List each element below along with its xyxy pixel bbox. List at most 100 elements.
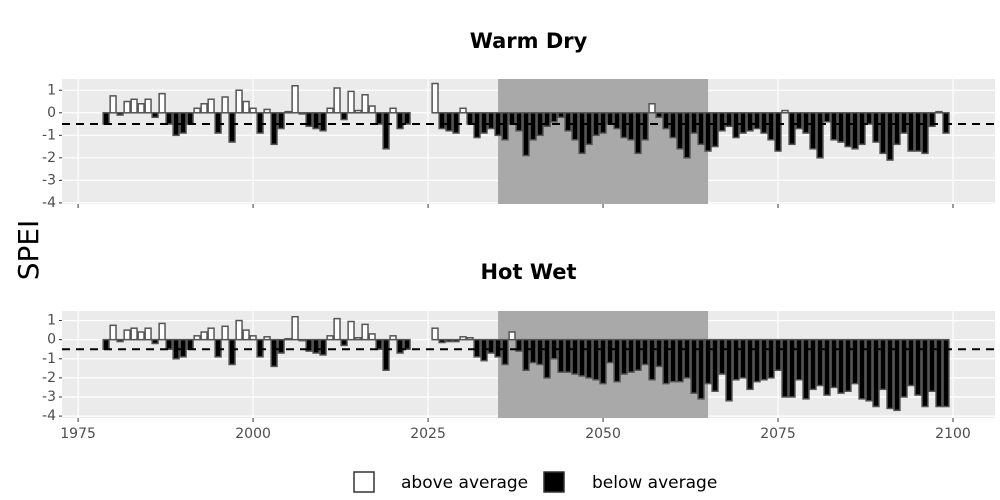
bar <box>326 335 334 341</box>
panel-title: Hot Wet <box>480 260 576 284</box>
bar <box>144 327 152 341</box>
bar <box>627 338 635 373</box>
bar <box>487 338 495 354</box>
bar <box>872 338 880 408</box>
bar <box>445 338 453 343</box>
bar <box>508 112 516 125</box>
y-tick-label: -4 <box>42 408 56 424</box>
bar <box>662 338 670 385</box>
bar <box>298 338 306 342</box>
bar <box>403 338 411 350</box>
bar <box>263 336 271 341</box>
bar <box>732 338 740 381</box>
bar <box>221 325 229 341</box>
bar <box>564 338 572 373</box>
bar <box>130 327 138 341</box>
bar <box>235 319 243 341</box>
legend-label: above average <box>401 473 528 493</box>
bar <box>508 331 516 341</box>
bar <box>375 112 383 125</box>
bar <box>431 327 439 341</box>
y-axis-label: SPEI <box>12 220 45 281</box>
y-tick-label: -2 <box>42 150 56 166</box>
bar <box>760 338 768 381</box>
legend-swatch <box>353 471 375 493</box>
bar <box>347 320 355 341</box>
bar <box>809 112 817 150</box>
bar <box>193 107 201 114</box>
bar <box>361 94 369 114</box>
bar <box>711 338 719 392</box>
panel-title: Warm Dry <box>470 29 588 53</box>
y-tick-label: 1 <box>47 313 56 329</box>
bar <box>431 82 439 114</box>
bar <box>347 90 355 114</box>
bar <box>137 103 145 114</box>
bar <box>823 338 831 396</box>
bar <box>438 338 446 344</box>
bar <box>942 112 950 134</box>
bar <box>921 338 929 408</box>
bar <box>655 338 663 368</box>
bar <box>592 338 600 381</box>
bar <box>354 337 362 341</box>
bar <box>270 338 278 368</box>
x-tick-label: 2050 <box>585 426 621 442</box>
bar <box>333 87 341 114</box>
bar <box>207 327 215 341</box>
bar <box>641 112 649 141</box>
bar <box>179 112 187 134</box>
bar <box>704 112 712 152</box>
bar <box>543 112 551 128</box>
bar <box>718 112 726 132</box>
legend: above average below average <box>353 471 717 493</box>
bar <box>354 109 362 114</box>
bar <box>571 112 579 141</box>
bar <box>935 110 943 114</box>
bar <box>578 112 586 155</box>
bar <box>900 112 908 134</box>
bar <box>116 112 124 116</box>
bar <box>711 112 719 148</box>
bar <box>795 338 803 381</box>
bar <box>522 112 530 157</box>
bar <box>466 112 474 125</box>
bar <box>368 333 376 341</box>
bar <box>837 338 845 394</box>
bar <box>928 338 936 392</box>
bar <box>200 103 208 114</box>
bar <box>683 112 691 159</box>
bar <box>914 338 922 396</box>
bar <box>648 103 656 114</box>
bar <box>123 329 131 341</box>
bar <box>704 338 712 385</box>
bar <box>774 112 782 152</box>
bar <box>284 337 292 341</box>
bar <box>620 112 628 139</box>
x-tick-label: 2025 <box>410 426 446 442</box>
bar <box>305 112 313 128</box>
bar <box>249 107 257 114</box>
bar <box>326 107 334 114</box>
bar <box>928 112 936 128</box>
bar <box>389 335 397 341</box>
bar <box>277 112 285 130</box>
bar <box>662 112 670 130</box>
bar <box>151 338 159 345</box>
legend-swatch <box>543 471 565 493</box>
bar <box>879 338 887 391</box>
bar <box>242 329 250 341</box>
bar <box>886 338 894 410</box>
bar <box>550 112 558 123</box>
bar <box>116 338 124 343</box>
bar <box>620 338 628 375</box>
bar <box>613 112 621 130</box>
bar <box>837 112 845 143</box>
bar <box>823 112 831 123</box>
bar <box>109 95 117 114</box>
bar <box>613 338 621 383</box>
bar <box>529 338 537 364</box>
bar <box>459 107 467 114</box>
bar <box>165 112 173 125</box>
y-tick-label: -3 <box>42 172 56 188</box>
